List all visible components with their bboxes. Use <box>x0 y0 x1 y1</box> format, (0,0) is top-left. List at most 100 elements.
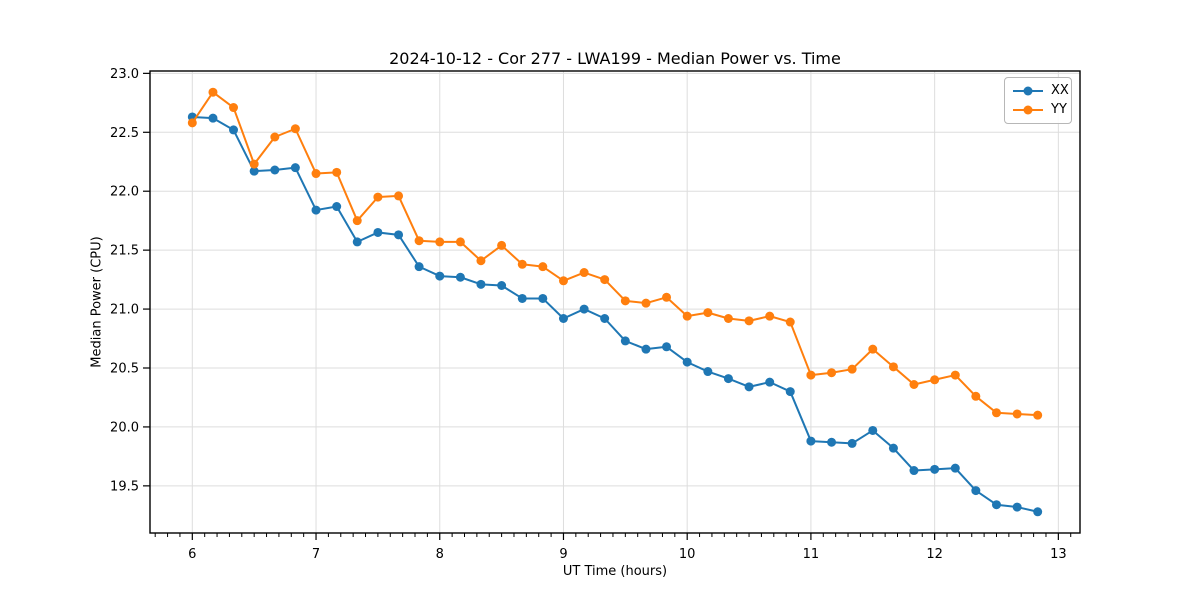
data-point-xx <box>311 205 321 215</box>
data-point-xx <box>497 281 507 290</box>
data-point-xx <box>538 293 548 303</box>
data-point-yy <box>332 167 342 177</box>
legend-item-xx: XX <box>1013 83 1069 99</box>
data-point-xx <box>229 125 239 135</box>
data-point-yy <box>517 259 527 269</box>
data-point-yy <box>806 370 816 380</box>
data-point-yy <box>703 308 713 318</box>
data-point-xx <box>249 166 259 176</box>
data-point-yy <box>249 159 259 169</box>
data-point-xx <box>373 227 383 237</box>
data-point-yy <box>497 240 507 250</box>
legend-label: YY <box>1051 102 1067 117</box>
data-point-yy <box>1012 409 1022 419</box>
data-point-xx <box>332 202 342 212</box>
y-tick-label: 21.5 <box>110 244 139 259</box>
legend-label: XX <box>1051 83 1069 98</box>
data-point-xx <box>785 387 795 397</box>
data-point-yy <box>558 276 568 286</box>
data-point-yy <box>888 362 898 372</box>
x-tick-label: 10 <box>679 547 696 562</box>
x-tick-label: 9 <box>559 547 567 562</box>
data-point-xx <box>930 464 940 474</box>
data-point-yy <box>435 237 445 247</box>
data-point-xx <box>723 374 733 384</box>
data-point-xx <box>394 230 404 240</box>
data-point-xx <box>1012 502 1022 512</box>
data-point-yy <box>930 375 940 385</box>
data-point-yy <box>311 169 321 179</box>
data-point-xx <box>827 437 837 447</box>
data-point-yy <box>662 292 672 302</box>
data-point-yy <box>394 191 404 201</box>
legend-line-marker-icon <box>1013 84 1043 98</box>
x-tick-label: 7 <box>312 547 320 562</box>
data-point-xx <box>950 463 960 473</box>
data-point-yy <box>476 256 486 266</box>
data-point-xx <box>909 466 919 476</box>
data-point-yy <box>270 132 280 142</box>
data-point-xx <box>517 293 527 303</box>
data-point-xx <box>352 237 362 247</box>
y-axis-label-text: Median Power (CPU) <box>89 236 105 368</box>
data-point-yy <box>290 124 300 134</box>
y-tick-label: 21.0 <box>110 303 139 318</box>
data-point-xx <box>476 279 486 289</box>
data-point-yy <box>600 275 610 285</box>
data-point-yy <box>785 317 795 327</box>
y-tick-label: 19.5 <box>110 479 139 494</box>
data-point-yy <box>950 370 960 380</box>
chart-title: 2024-10-12 - Cor 277 - LWA199 - Median P… <box>389 49 841 68</box>
y-tick-label: 20.0 <box>110 420 139 435</box>
data-point-xx <box>888 443 898 453</box>
data-point-xx <box>765 377 775 387</box>
x-axis-label: UT Time (hours) <box>562 564 668 579</box>
data-point-yy <box>208 87 218 97</box>
data-point-yy <box>723 314 733 323</box>
data-point-xx <box>868 425 878 435</box>
legend-line-marker-icon <box>1013 103 1043 117</box>
data-point-xx <box>620 336 630 346</box>
plot-border <box>149 70 1081 534</box>
data-point-yy <box>744 316 754 326</box>
y-tick-label: 23.0 <box>110 67 139 82</box>
data-point-xx <box>208 113 218 123</box>
data-point-yy <box>991 408 1001 418</box>
x-tick-label: 6 <box>188 547 196 562</box>
data-point-yy <box>909 380 919 389</box>
data-point-yy <box>1033 410 1043 420</box>
data-point-yy <box>538 262 548 272</box>
data-point-xx <box>847 438 857 448</box>
data-point-yy <box>187 118 197 128</box>
data-point-yy <box>414 236 424 246</box>
data-point-xx <box>558 314 568 323</box>
y-tick-label: 22.0 <box>110 185 139 200</box>
data-point-yy <box>579 268 589 278</box>
data-point-xx <box>641 344 651 354</box>
x-tick-label: 11 <box>803 547 820 562</box>
data-point-xx <box>414 262 424 272</box>
data-point-xx <box>744 382 754 392</box>
x-tick-label: 12 <box>926 547 943 562</box>
y-tick-label: 22.5 <box>110 126 139 141</box>
data-point-yy <box>352 216 362 226</box>
x-tick-label: 13 <box>1050 547 1067 562</box>
data-point-yy <box>682 311 692 321</box>
data-point-yy <box>373 192 383 202</box>
data-point-xx <box>662 342 672 352</box>
data-point-yy <box>827 368 837 378</box>
data-point-yy <box>765 311 775 321</box>
series-line-yy <box>191 91 1039 417</box>
data-point-yy <box>971 391 981 401</box>
x-tick-label: 8 <box>436 547 444 562</box>
data-point-xx <box>270 165 280 175</box>
data-point-xx <box>971 486 981 496</box>
data-point-xx <box>806 436 816 446</box>
data-point-xx <box>1033 507 1043 517</box>
legend: XX YY <box>1004 77 1072 124</box>
data-point-yy <box>641 298 651 308</box>
data-point-yy <box>847 364 857 374</box>
data-point-xx <box>703 367 713 377</box>
